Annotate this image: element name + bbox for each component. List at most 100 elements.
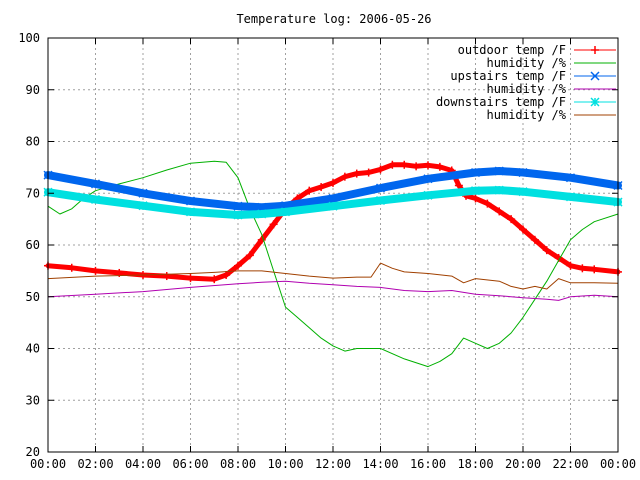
- series-marker: [542, 246, 551, 255]
- x-tick-label: 06:00: [172, 457, 208, 471]
- series-marker: [257, 209, 267, 219]
- series-marker: [280, 207, 291, 217]
- series-marker: [454, 181, 463, 190]
- series-4: [43, 185, 623, 220]
- series-marker: [494, 185, 504, 195]
- series-marker: [210, 275, 219, 284]
- series-marker: [305, 186, 314, 195]
- x-tick-label: 04:00: [125, 457, 161, 471]
- series-marker: [471, 194, 480, 203]
- series-marker: [494, 166, 504, 176]
- series-marker: [591, 46, 599, 54]
- series-marker: [233, 210, 243, 220]
- series-marker: [388, 160, 397, 169]
- series-1: [47, 160, 619, 368]
- legend-item: downstairs temp /F: [436, 95, 616, 109]
- series-marker: [565, 173, 576, 183]
- series-marker: [530, 235, 539, 244]
- y-tick-label: 30: [26, 393, 40, 407]
- series-marker: [67, 263, 76, 272]
- legend-label: humidity /%: [487, 56, 567, 70]
- series-marker: [91, 266, 100, 275]
- series-marker: [234, 261, 242, 270]
- series-marker: [518, 187, 528, 197]
- series-marker: [138, 188, 148, 198]
- x-tick-label: 12:00: [315, 457, 351, 471]
- x-tick-label: 22:00: [552, 457, 588, 471]
- series-line: [47, 262, 619, 290]
- series-marker: [329, 178, 337, 187]
- series-marker: [317, 183, 326, 192]
- series-marker: [518, 168, 528, 178]
- series-5: [47, 262, 619, 290]
- y-tick-label: 70: [26, 186, 40, 200]
- series-marker: [495, 207, 504, 216]
- series-marker: [328, 193, 338, 203]
- legend-item: outdoor temp /F: [458, 43, 616, 57]
- series-marker: [507, 215, 516, 224]
- x-tick-label: 08:00: [220, 457, 256, 471]
- series-marker: [364, 168, 373, 177]
- legend-item: humidity /%: [487, 108, 616, 122]
- y-tick-label: 80: [26, 135, 40, 149]
- series-marker: [483, 199, 492, 208]
- chart-title: Temperature log: 2006-05-26: [236, 12, 431, 26]
- series-marker: [376, 165, 385, 174]
- series-marker: [328, 201, 338, 211]
- series-marker: [566, 261, 575, 270]
- legend-item: upstairs temp /F: [450, 69, 616, 83]
- series-2: [43, 166, 623, 212]
- series-marker: [352, 169, 361, 178]
- series-marker: [162, 272, 171, 281]
- series-marker: [375, 183, 386, 193]
- legend-item: humidity /%: [487, 82, 616, 96]
- x-tick-label: 00:00: [600, 457, 636, 471]
- axis-layer: 20 30 40 50 60 70 80 90 100 00:00 02:00 04:00 06:00 0…: [18, 31, 636, 471]
- x-tick-label: 00:00: [30, 457, 66, 471]
- x-tick-label: 10:00: [267, 457, 303, 471]
- x-tick-label: 16:00: [410, 457, 446, 471]
- series-line: [47, 280, 619, 301]
- series-marker: [412, 162, 421, 171]
- series-marker: [519, 225, 527, 234]
- series-marker: [470, 168, 481, 178]
- series-marker: [375, 195, 386, 206]
- y-tick-label: 50: [26, 290, 40, 304]
- x-tick-label: 20:00: [505, 457, 541, 471]
- series-marker: [269, 220, 278, 229]
- series-marker: [423, 190, 433, 200]
- legend-label: upstairs temp /F: [450, 69, 566, 83]
- series-marker: [90, 179, 101, 189]
- x-tick-label: 14:00: [362, 457, 398, 471]
- legend-label: downstairs temp /F: [436, 95, 566, 109]
- y-tick-label: 90: [26, 83, 40, 97]
- series-marker: [340, 172, 349, 181]
- series-marker: [578, 264, 587, 273]
- x-tick-label: 02:00: [77, 457, 113, 471]
- series-marker: [233, 201, 243, 211]
- series-marker: [257, 235, 266, 244]
- series-marker: [424, 161, 432, 170]
- series-marker: [590, 97, 600, 107]
- plot-frame: [47, 37, 619, 453]
- series-marker: [90, 194, 101, 204]
- y-tick-label: 100: [18, 31, 40, 45]
- series-3: [47, 280, 619, 301]
- y-tick-label: 40: [26, 342, 40, 356]
- series-marker: [400, 160, 409, 169]
- series-marker: [435, 162, 444, 171]
- grid-layer: [48, 38, 618, 452]
- series-marker: [138, 201, 148, 211]
- legend-label: humidity /%: [487, 108, 567, 122]
- series-marker: [423, 174, 433, 184]
- series-marker: [245, 251, 254, 260]
- y-tick-label: 20: [26, 445, 40, 459]
- series-marker: [185, 196, 196, 206]
- series-marker: [185, 207, 196, 217]
- series-marker: [590, 265, 599, 274]
- legend-label: humidity /%: [487, 82, 567, 96]
- series-marker: [470, 186, 481, 196]
- series-line: [47, 160, 619, 368]
